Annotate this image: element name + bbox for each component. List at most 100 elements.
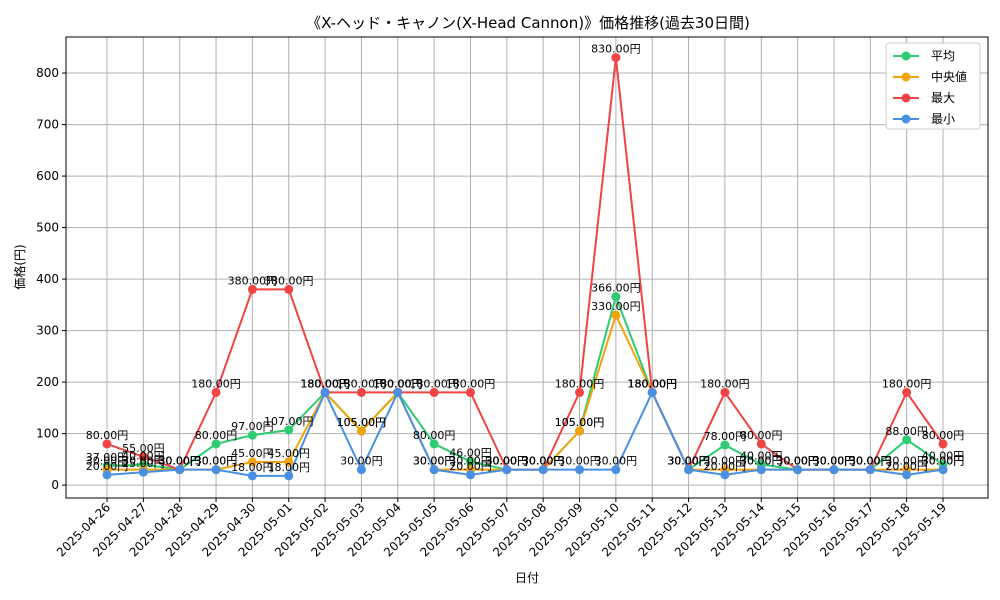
data-label: 55.00円 (122, 442, 165, 455)
y-tick-label: 400 (36, 272, 59, 286)
data-label: 30.00円 (486, 455, 529, 468)
data-label: 40.00円 (122, 450, 165, 463)
legend-box (885, 42, 981, 130)
data-label: 30.00円 (776, 455, 819, 468)
data-label: 30.00円 (486, 455, 529, 468)
data-point (902, 470, 912, 480)
data-point (356, 426, 366, 436)
data-label: 30.00円 (776, 455, 819, 468)
data-label: 180.00円 (882, 377, 932, 390)
data-point (465, 387, 475, 397)
data-point (793, 465, 803, 475)
data-label: 20.00円 (449, 460, 492, 473)
data-point (429, 439, 439, 449)
data-label: 30.00円 (667, 455, 710, 468)
series-layer (102, 53, 948, 481)
data-label: 180.00円 (373, 377, 423, 390)
data-label: 380.00円 (264, 274, 314, 287)
data-point (502, 465, 512, 475)
legend-marker (901, 93, 911, 103)
data-label: 30.00円 (195, 455, 238, 468)
data-label: 46.00円 (449, 446, 492, 459)
x-axis-title: 日付 (515, 571, 539, 585)
data-label: 180.00円 (191, 377, 241, 390)
data-label: 30.00円 (885, 455, 928, 468)
data-point (575, 387, 585, 397)
data-point (429, 465, 439, 475)
y-tick-label: 700 (36, 118, 59, 132)
data-label: 30.00円 (922, 455, 965, 468)
data-point (720, 470, 730, 480)
data-label: 380.00円 (228, 274, 278, 287)
y-tick-label: 500 (36, 221, 59, 235)
data-label: 80.00円 (195, 429, 238, 442)
y-axis: 0 100 200 300 400 500 600 700 800 (36, 66, 66, 492)
data-label: 180.00円 (627, 377, 677, 390)
data-label: 30.00円 (667, 455, 710, 468)
data-label: 80.00円 (413, 429, 456, 442)
data-point (284, 284, 294, 294)
data-label: 45.00円 (231, 447, 274, 460)
data-label: 30.00円 (922, 455, 965, 468)
data-label: 105.00円 (555, 416, 605, 429)
data-label: 107.00円 (264, 415, 314, 428)
data-label: 30.00円 (813, 455, 856, 468)
data-label: 30.00円 (158, 455, 201, 468)
data-point (938, 439, 948, 449)
data-point (138, 467, 148, 477)
y-tick-label: 300 (36, 324, 59, 338)
data-label: 25.00円 (122, 457, 165, 470)
data-point (247, 471, 257, 481)
data-point (284, 457, 294, 467)
data-point (938, 465, 948, 475)
data-point (611, 310, 621, 320)
legend-label: 最小 (931, 112, 955, 126)
data-label: 30.00円 (522, 455, 565, 468)
plot-frame (65, 36, 989, 499)
chart-title: 《X-ヘッド・キャノン(X-Head Cannon)》価格推移(過去30日間) (306, 14, 750, 32)
data-label: 20.00円 (86, 460, 129, 473)
data-point (247, 457, 257, 467)
data-label: 80.00円 (922, 429, 965, 442)
data-label: 180.00円 (300, 377, 350, 390)
data-label: 18.00円 (267, 461, 310, 474)
y-tick-label: 100 (36, 427, 59, 441)
data-label: 30.00円 (158, 455, 201, 468)
data-label: 30.00円 (522, 455, 565, 468)
data-point (211, 387, 221, 397)
data-label: 30.00円 (740, 455, 783, 468)
data-label: 37.00円 (86, 451, 129, 464)
legend-marker (901, 114, 911, 124)
data-label: 30.00円 (704, 455, 747, 468)
y-tick-label: 600 (36, 169, 59, 183)
data-point (356, 387, 366, 397)
data-label: 30.00円 (413, 455, 456, 468)
series-line (106, 389, 944, 477)
data-label: 30.00円 (522, 455, 565, 468)
data-point (429, 387, 439, 397)
data-label: 30.00円 (813, 455, 856, 468)
data-label: 30.00円 (740, 455, 783, 468)
data-label: 88.00円 (885, 425, 928, 438)
data-label: 180.00円 (627, 377, 677, 390)
data-label: 180.00円 (627, 377, 677, 390)
legend-marker (901, 72, 911, 82)
data-label: 40.00円 (922, 450, 965, 463)
data-label: 30.00円 (522, 455, 565, 468)
data-point (211, 439, 221, 449)
data-point (902, 435, 912, 445)
data-point (756, 465, 766, 475)
data-label: 30.00円 (776, 455, 819, 468)
data-labels: 37.00円40.00円30.00円80.00円97.00円107.00円180… (86, 43, 965, 474)
data-label: 80.00円 (740, 429, 783, 442)
data-point (284, 471, 294, 481)
data-label: 30.00円 (849, 455, 892, 468)
legend-label: 中央値 (931, 69, 967, 84)
data-label: 30.00円 (595, 455, 638, 468)
data-label: 105.00円 (337, 416, 387, 429)
data-point (902, 387, 912, 397)
y-tick-label: 800 (36, 66, 59, 80)
data-point (720, 387, 730, 397)
data-point (865, 465, 875, 475)
